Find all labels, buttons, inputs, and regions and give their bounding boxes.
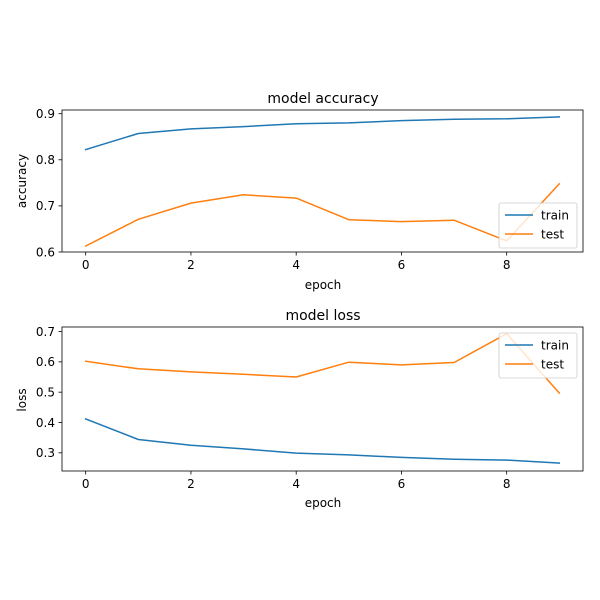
accuracy-x-tick-label: 2 — [187, 258, 195, 272]
accuracy-axes-frame — [61, 109, 584, 253]
accuracy-x-tick-label: 4 — [292, 258, 300, 272]
accuracy-x-tick-label: 6 — [398, 258, 406, 272]
accuracy-y-tick-label: 0.8 — [36, 153, 55, 167]
accuracy-x-tick-label: 0 — [82, 258, 90, 272]
loss-plot-area: 0 2 4 6 8 0.3 0.4 0.5 0.6 0.7 — [36, 325, 584, 491]
loss-y-axis-label: loss — [15, 388, 29, 411]
loss-x-tick-label: 4 — [292, 477, 300, 491]
loss-legend-label-train: train — [541, 338, 569, 352]
accuracy-legend-label-test: test — [541, 227, 564, 241]
accuracy-x-axis-label: epoch — [305, 278, 342, 292]
loss-x-tick-label: 2 — [187, 477, 195, 491]
accuracy-series-line-train — [84, 116, 561, 151]
accuracy-x-tick-label: 8 — [503, 258, 511, 272]
loss-axes-frame — [61, 326, 584, 472]
loss-x-axis-label: epoch — [305, 496, 342, 510]
loss-chart: model loss 0 2 4 6 8 0.3 0.4 0.5 0.6 0.7 epoch lo… — [15, 308, 584, 510]
loss-y-tick-label: 0.4 — [36, 416, 55, 430]
loss-x-tick-label: 0 — [82, 477, 90, 491]
accuracy-legend: train test — [498, 202, 578, 249]
loss-y-tick-label: 0.3 — [36, 446, 55, 460]
loss-series-line-test — [84, 332, 561, 395]
accuracy-y-tick-label: 0.6 — [36, 245, 55, 259]
accuracy-chart-title: model accuracy — [267, 91, 378, 107]
loss-x-tick-label: 6 — [398, 477, 406, 491]
accuracy-y-tick-label: 0.7 — [36, 199, 55, 213]
accuracy-series-line-test — [84, 182, 561, 248]
loss-y-tick-label: 0.7 — [36, 325, 55, 339]
accuracy-legend-label-train: train — [541, 208, 569, 222]
loss-legend-label-test: test — [541, 357, 564, 371]
loss-y-tick-label: 0.6 — [36, 355, 55, 369]
accuracy-plot-area: 0 2 4 6 8 0.6 0.7 0.8 0.9 — [36, 107, 584, 272]
loss-series-line-train — [84, 417, 561, 464]
accuracy-chart: model accuracy 0 2 4 6 8 0.6 0.7 0.8 0.9 epoch a… — [15, 91, 584, 292]
accuracy-y-tick-label: 0.9 — [36, 107, 55, 121]
accuracy-y-axis-label: accuracy — [15, 154, 29, 208]
loss-y-tick-label: 0.5 — [36, 385, 55, 399]
loss-legend: train test — [498, 332, 578, 379]
loss-chart-title: model loss — [285, 308, 360, 324]
loss-x-tick-label: 8 — [503, 477, 511, 491]
